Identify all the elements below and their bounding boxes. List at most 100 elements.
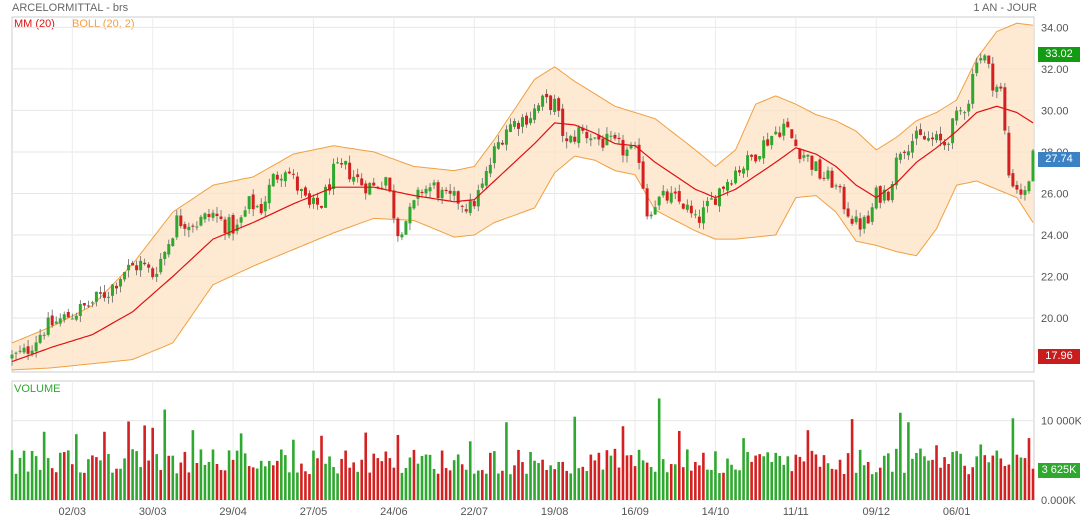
x-tick-label: 16/09 [621,506,649,518]
candle-body [669,192,673,203]
candle-body [1027,181,1031,192]
volume-bar [352,462,355,500]
volume-bar [923,456,926,500]
candle-body [914,130,918,139]
volume-bar [416,463,420,500]
price-tick-label: 22.00 [1041,272,1069,284]
candle-body [866,215,870,224]
candle-body [906,151,910,156]
volume-bar [673,464,677,500]
volume-bar [489,452,492,500]
candle-body [291,173,295,175]
volume-bar [681,467,685,500]
volume-bar [143,425,146,500]
candle-body [565,138,569,142]
candle-body [746,155,750,171]
candle-body [983,55,987,61]
candle-body [533,108,537,120]
candle-body [139,260,143,271]
candle-body [709,198,713,200]
volume-bar [866,461,870,500]
price-tick-label: 34.00 [1041,22,1069,34]
volume-bar [243,453,247,500]
badge-high: 33.02 [1038,47,1080,62]
volume-bar [794,454,798,500]
volume-bar [280,449,283,500]
badge-volume: 3 625K [1038,463,1080,478]
volume-bar [561,461,564,500]
volume-bar [907,422,910,500]
volume-bar [66,450,70,500]
volume-bar [541,459,544,500]
volume-bar [734,469,737,500]
volume-bar [127,421,130,500]
volume-bar [669,464,673,500]
candle-body [275,174,279,180]
candle-body [717,188,721,207]
candle-body [673,191,677,194]
candle-body [320,205,324,208]
volume-bar [903,472,906,500]
volume-bar [774,452,778,500]
volume-bar [336,473,339,500]
volume-bar [750,461,753,500]
candle-body [508,124,512,133]
candle-body [110,284,114,296]
volume-bar [505,422,508,500]
candle-body [151,268,155,278]
volume-bar [521,462,524,500]
candle-body [287,171,291,174]
volume-bar [115,468,118,500]
candle-body [412,200,416,209]
volume-bar [1015,454,1019,500]
period-label[interactable]: 1 AN - JOUR [973,2,1037,14]
candle-body [1019,189,1023,195]
candle-body [123,271,127,280]
volume-bar [577,468,581,500]
price-tick-label: 20.00 [1041,313,1069,325]
volume-bar [75,434,78,500]
volume-bar [919,448,922,500]
candle-body [488,164,492,174]
candle-body [255,206,259,208]
candle-body [30,350,34,354]
candle-body [1015,184,1019,190]
volume-bar [408,457,412,500]
volume-bar [850,419,854,500]
candle-body [175,215,179,238]
candle-body [701,207,705,224]
volume-bar [517,449,520,500]
candle-body [444,189,448,192]
candle-body [219,216,223,219]
volume-bar [742,438,745,500]
volume-bar [533,460,536,500]
volume-bar [718,473,721,500]
candle-body [553,98,557,112]
badge-low: 17.96 [1038,349,1080,364]
volume-bar [790,471,794,500]
candle-body [834,185,838,187]
volume-bar [211,449,215,500]
volume-bar [472,473,476,500]
candle-body [235,224,239,231]
volume-bar [702,452,705,500]
candle-body [573,136,577,142]
candle-body [838,186,842,188]
volume-bar [641,460,645,500]
volume-bar [677,430,681,500]
candle-body [830,170,834,188]
volume-bar [22,450,26,500]
candle-body [959,110,963,112]
candle-body [609,135,613,137]
volume-bar [123,458,126,500]
price-tick-label: 32.00 [1041,64,1069,76]
volume-bar [842,473,846,500]
volume-bar [1003,465,1007,500]
candle-body [577,127,581,144]
volume-bar [10,450,14,500]
candle-body [549,95,553,111]
candle-body [328,184,332,191]
candle-body [295,176,299,191]
candle-body [898,153,902,160]
